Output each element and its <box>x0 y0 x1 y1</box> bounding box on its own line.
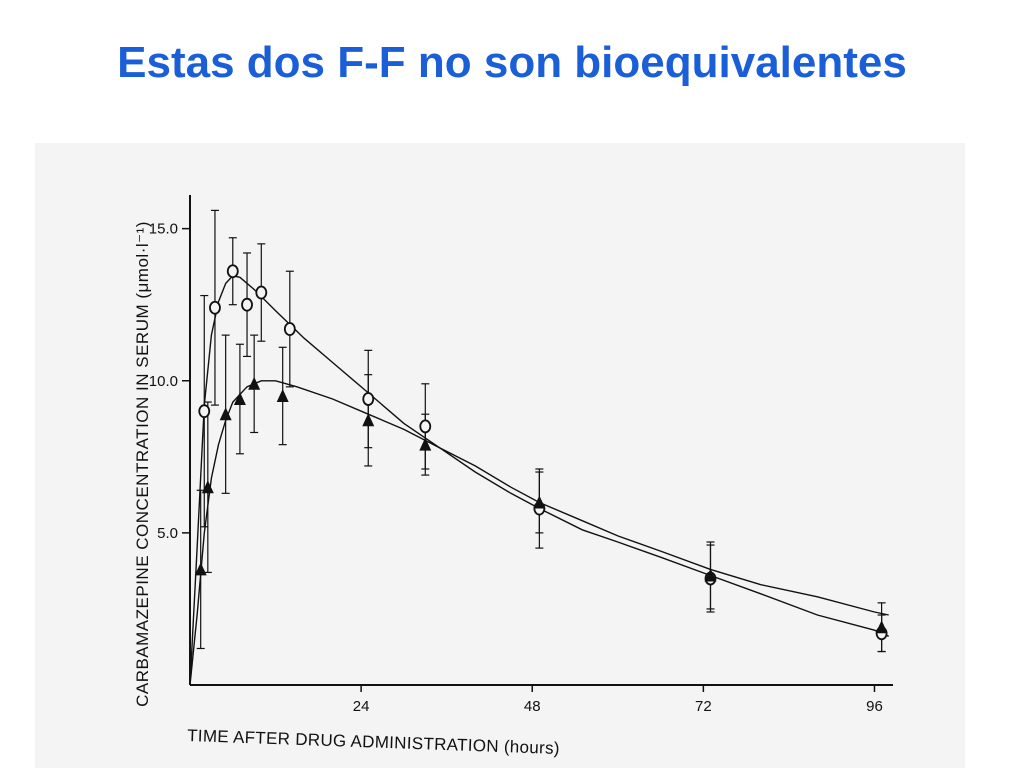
x-tick-label: 48 <box>524 698 541 715</box>
filled-triangle-point <box>704 568 717 582</box>
open-circle-point <box>419 419 432 434</box>
filled-triangle-point <box>276 388 289 402</box>
x-ticks: 24 48 72 96 <box>353 685 883 715</box>
open-circle-point <box>209 300 221 315</box>
y-tick-label: 15.0 <box>149 221 178 238</box>
y-tick-label: 10.0 <box>149 373 178 390</box>
curve-series-1 <box>189 275 889 686</box>
x-axis-label: TIME AFTER DRUG ADMINISTRATION (hours) <box>187 726 560 758</box>
open-circle-point <box>283 322 296 336</box>
data-markers <box>194 264 888 641</box>
filled-triangle-point <box>219 407 232 421</box>
y-tick-label: 5.0 <box>157 525 178 542</box>
open-circle-point <box>362 392 375 406</box>
figure-panel: 24 48 72 96 5.0 10.0 15.0 CARBAMAZEPINE CONCE… <box>35 143 965 768</box>
filled-triangle-point <box>233 392 246 406</box>
x-tick-label: 96 <box>866 698 883 715</box>
filled-triangle-point <box>419 437 432 451</box>
open-circle-point <box>198 404 211 419</box>
error-bars <box>196 209 886 653</box>
open-circle-point <box>226 264 239 279</box>
filled-triangle-point <box>248 376 261 390</box>
open-circle-point <box>255 285 268 300</box>
filled-triangle-point <box>533 495 546 509</box>
slide-title: Estas dos F-F no son bioequivalentes <box>117 38 907 87</box>
pharmacokinetic-chart: 24 48 72 96 5.0 10.0 15.0 CARBAMAZEPINE CONCE… <box>133 195 893 758</box>
x-tick-label: 72 <box>695 698 712 715</box>
y-ticks: 5.0 10.0 15.0 <box>149 221 190 542</box>
filled-triangle-point <box>875 620 888 634</box>
filled-triangle-point <box>194 562 207 576</box>
curve-series-2 <box>189 380 889 686</box>
fitted-curves <box>189 275 889 686</box>
filled-triangle-point <box>362 413 375 427</box>
y-axis-label: CARBAMAZEPINE CONCENTRATION IN SERUM (μm… <box>133 221 152 707</box>
filled-triangle-point <box>201 480 214 494</box>
x-tick-label: 24 <box>353 698 370 715</box>
open-circle-point <box>241 297 253 312</box>
chart-axes <box>189 195 893 686</box>
